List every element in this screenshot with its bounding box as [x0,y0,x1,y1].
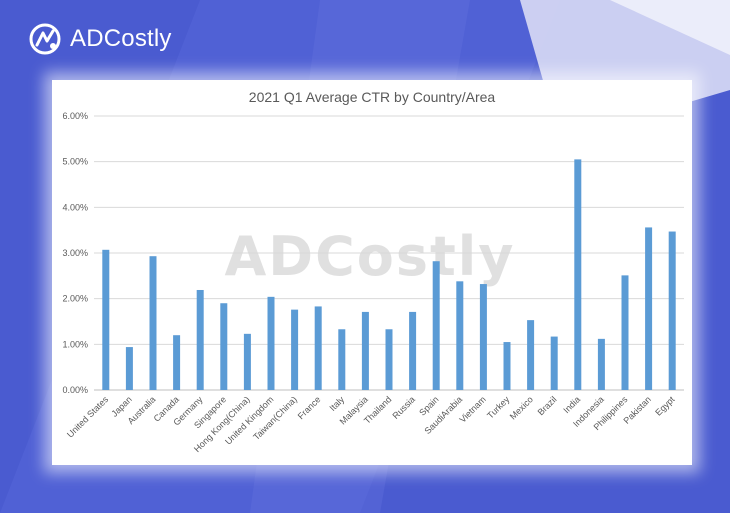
bar [338,329,346,390]
bar [597,338,605,390]
y-tick-label: 1.00% [62,339,88,349]
bar [550,336,558,390]
x-axis-labels: United States JapanAustraliaCanadaGermany… [65,394,677,454]
gridlines [94,115,684,391]
y-tick-label: 6.00% [62,111,88,121]
brand: ADCostly [28,22,172,56]
bar [432,261,440,390]
bar [125,347,133,390]
adcostly-logo-icon [29,23,61,55]
x-tick-label: France [296,394,323,421]
x-tick-label: Turkey [485,394,512,421]
bar [267,296,275,390]
bar [385,329,393,390]
y-tick-label: 2.00% [62,294,88,304]
bar [102,249,110,390]
bar [409,311,417,390]
chart-title: 2021 Q1 Average CTR by Country/Area [249,89,496,105]
watermark: ADCostly [224,225,515,288]
y-tick-label: 3.00% [62,248,88,258]
x-tick-label: Mexico [508,394,535,421]
x-tick-label: Italy [327,394,346,413]
chart-card: ADCostly 2021 Q1 Average CTR by Country/… [52,80,692,465]
bar [574,159,582,390]
bar [173,335,181,390]
y-tick-label: 4.00% [62,202,88,212]
bar [527,320,535,390]
brand-name: ADCostly [70,25,172,52]
bar [314,306,322,390]
x-tick-label: United States [65,394,111,440]
bar [196,289,204,390]
bar [456,281,464,390]
x-tick-label: Egypt [653,394,677,418]
bar [149,256,157,390]
bars [102,159,676,390]
x-tick-label: India [561,394,582,415]
y-tick-label: 0.00% [62,385,88,395]
y-axis-ticks: 0.00% 1.00% 2.00% 3.00% 4.00% 5.00% 6.00% [62,111,88,395]
bar [220,303,228,390]
bar [243,333,251,390]
bar [479,284,487,390]
bar [668,231,676,390]
x-tick-label: Russia [390,394,417,421]
bar [361,311,369,390]
x-tick-label: Brazil [536,394,559,417]
x-tick-label: Vietnam [458,394,488,424]
bar [291,309,299,390]
y-tick-label: 5.00% [62,157,88,167]
bar [645,227,653,390]
bar-chart: ADCostly 2021 Q1 Average CTR by Country/… [62,89,684,454]
bar [621,275,629,390]
bar [503,342,511,390]
